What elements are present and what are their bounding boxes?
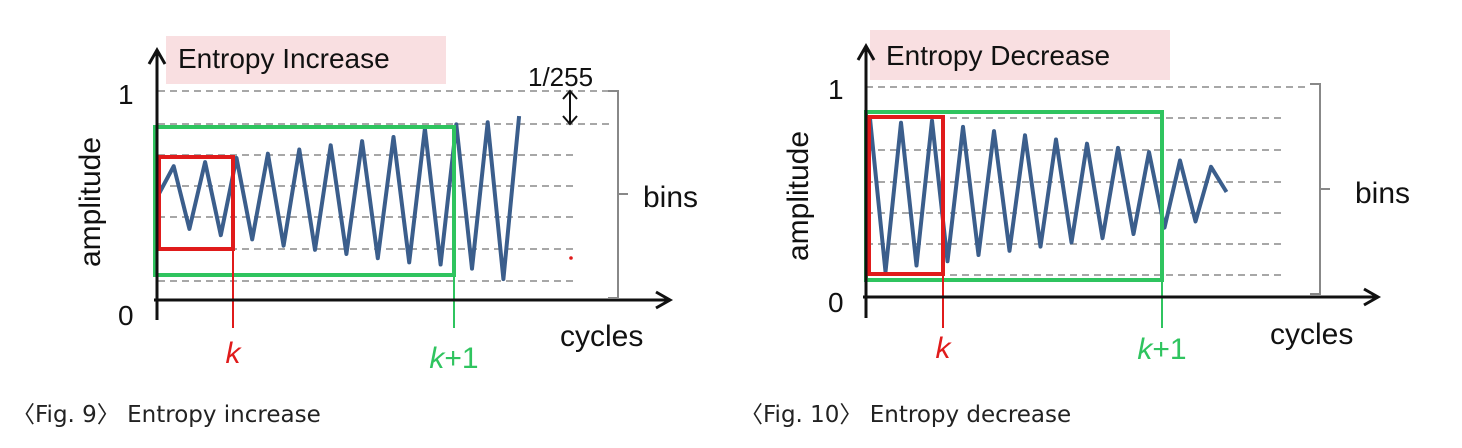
window-k1-box [153,125,456,277]
x-axis-label: cycles [560,320,643,353]
figure-10-caption: 〈Fig. 10〉 Entropy decrease [740,402,1072,428]
y-axis-arrow-icon [856,42,876,61]
k1-label: k+1 [1137,333,1186,366]
horizontal-gridlines [158,90,612,282]
x-axis-label: cycles [1270,318,1353,351]
y-tick-0: 0 [828,287,844,318]
window-k-box [157,155,235,251]
bins-brace [1310,83,1330,295]
k1-label-k: k [429,342,446,375]
k1-label-plus1: +1 [444,342,478,375]
bins-label: bins [1355,177,1410,210]
figure-entropy-increase: Entropy Increase 1 0 amplitude cycles 1/… [74,36,698,375]
y-tick-0: 0 [118,300,134,331]
amplitude-signal-line [868,118,1229,274]
k-label: k [936,332,953,365]
x-axis-arrow-icon [1363,287,1382,307]
figure-title: Entropy Increase [178,43,390,74]
y-axis-arrow-icon [147,46,167,65]
bin-width-arrowhead-down-icon [562,115,578,126]
y-tick-1: 1 [828,74,844,105]
figure-title: Entropy Decrease [886,40,1110,71]
window-k-box [867,115,945,276]
k1-label-k: k [1137,333,1154,366]
horizontal-gridlines [866,86,1310,276]
x-axis-arrow-icon [655,290,674,310]
title-background [870,30,1170,80]
k-label: k [226,337,243,370]
figure-entropy-decrease: Entropy Decrease 1 0 amplitude cycles bi… [782,30,1410,366]
bins-brace [608,90,628,299]
figure-9-caption: 〈Fig. 9〉 Entropy increase [12,402,321,428]
k1-label: k+1 [429,342,478,375]
k1-label-plus1: +1 [1152,333,1186,366]
y-axis-label: amplitude [74,137,107,267]
bin-width-arrowhead-up-icon [562,89,578,100]
y-axis-label: amplitude [782,131,815,261]
bin-width-label: 1/255 [528,62,593,92]
bins-label: bins [643,181,698,214]
stray-dot [569,256,573,260]
title-background [166,36,446,84]
y-tick-1: 1 [118,79,134,110]
amplitude-signal-line [156,115,522,282]
